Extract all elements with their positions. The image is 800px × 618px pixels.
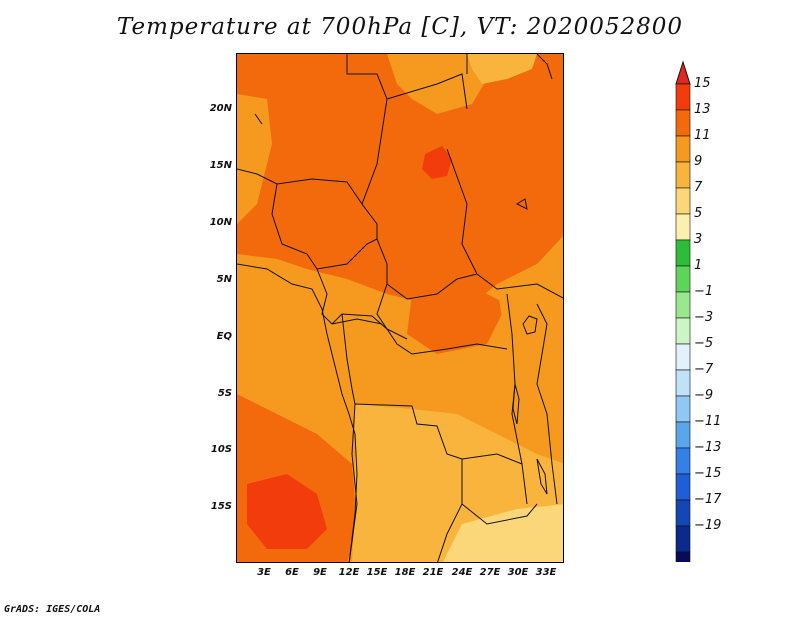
colorbar-segment <box>675 447 691 475</box>
lon-label: 18E <box>394 567 416 578</box>
colorbar-label: 11 <box>694 128 711 143</box>
lon-label: 30E <box>507 567 529 578</box>
colorbar <box>675 60 691 562</box>
colorbar-segment <box>675 369 691 397</box>
colorbar-label: −13 <box>694 440 722 455</box>
band-13-sw-core <box>247 474 327 549</box>
lat-label: EQ <box>216 331 232 342</box>
colorbar-label: 1 <box>694 258 703 273</box>
colorbar-segment <box>675 109 691 137</box>
lon-label: 33E <box>535 567 557 578</box>
colorbar-segment <box>675 317 691 345</box>
colorbar-label: 7 <box>694 180 703 195</box>
colorbar-segment <box>675 135 691 163</box>
colorbar-label: 3 <box>694 232 703 247</box>
band-11-central-patch <box>407 284 507 354</box>
colorbar-label: −5 <box>694 336 714 351</box>
lon-label: 3E <box>257 567 271 578</box>
colorbar-segment <box>675 395 691 423</box>
colorbar-segment <box>675 187 691 215</box>
colorbar-segment <box>675 239 691 267</box>
colorbar-label: 5 <box>694 206 703 221</box>
lat-label: 15N <box>209 160 232 171</box>
lakes <box>512 198 548 495</box>
coastline <box>237 263 358 562</box>
lon-label: 9E <box>313 567 327 578</box>
colorbar-label: −9 <box>694 388 714 403</box>
lat-label: 10S <box>210 444 232 455</box>
colorbar-label: −19 <box>694 518 722 533</box>
colorbar-label: 15 <box>694 76 711 91</box>
band-11-13-north <box>237 54 563 309</box>
country-borders <box>237 54 563 562</box>
lon-label: 6E <box>285 567 299 578</box>
colorbar-segment <box>675 265 691 293</box>
lon-label: 15E <box>366 567 388 578</box>
band-13-core-sahel <box>422 146 452 179</box>
colorbar-segment <box>675 213 691 241</box>
temperature-map <box>236 53 564 563</box>
colorbar-segment <box>675 161 691 189</box>
lat-label: 20N <box>209 103 232 114</box>
colorbar-label: −11 <box>694 414 722 429</box>
colorbar-label: −3 <box>694 310 714 325</box>
colorbar-label: −15 <box>694 466 722 481</box>
colorbar-label: −1 <box>694 284 714 299</box>
colorbar-segment <box>675 525 691 553</box>
colorbar-label: −17 <box>694 492 722 507</box>
lat-label: 15S <box>210 501 232 512</box>
colorbar-label: 9 <box>694 154 703 169</box>
band-7-north-patch <box>467 54 537 84</box>
lat-label: 5S <box>217 388 232 399</box>
colorbar-segment <box>675 421 691 449</box>
lon-label: 27E <box>479 567 501 578</box>
lat-label: 5N <box>216 274 232 285</box>
lon-label: 21E <box>422 567 444 578</box>
colorbar-segment <box>675 291 691 319</box>
map-title: Temperature at 700hPa [C], VT: 202005280… <box>116 14 684 40</box>
colorbar-segment <box>675 473 691 501</box>
colorbar-segment <box>675 551 691 562</box>
temperature-field <box>237 54 563 562</box>
colorbar-segment <box>675 499 691 527</box>
credit-text: GrADS: IGES/COLA <box>4 604 101 615</box>
colorbar-label: 13 <box>694 102 711 117</box>
lon-label: 24E <box>451 567 473 578</box>
colorbar-segment <box>675 60 691 85</box>
colorbar-segment <box>675 83 691 111</box>
band-5-7-southeast <box>443 504 563 562</box>
band-9-west-patch <box>237 94 272 224</box>
lat-label: 10N <box>209 217 232 228</box>
colorbar-label: −7 <box>694 362 714 377</box>
colorbar-segment <box>675 343 691 371</box>
lon-label: 12E <box>338 567 360 578</box>
